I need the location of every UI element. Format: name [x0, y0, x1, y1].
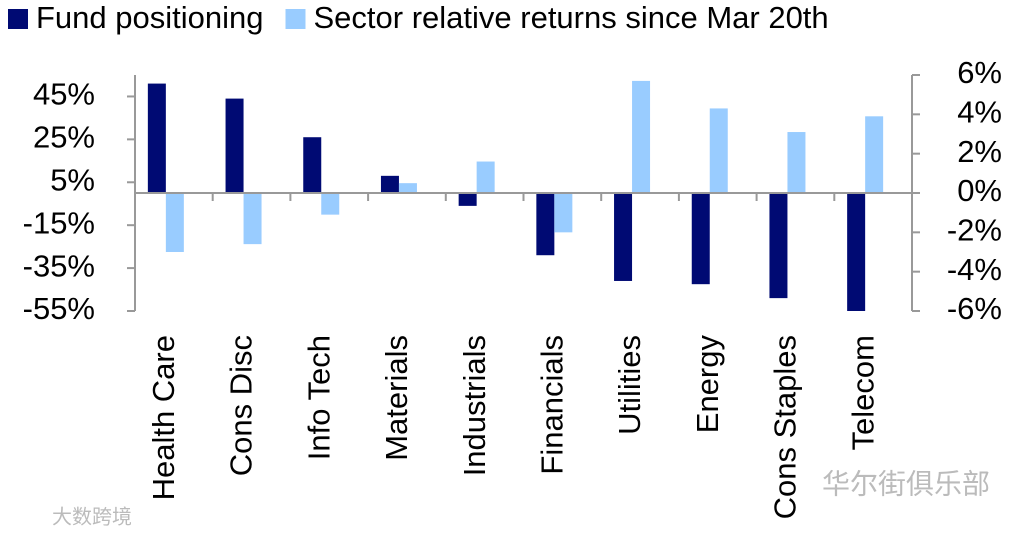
bar: [632, 80, 651, 193]
legend-swatch: [285, 9, 306, 29]
watermark: 大数跨境: [52, 505, 132, 528]
y2-tick-label: 2%: [957, 134, 1002, 169]
bar: [165, 193, 184, 252]
bar: [321, 193, 340, 215]
bar: [865, 116, 884, 193]
x-tick-label: Info Tech: [301, 335, 336, 460]
legend-label: Sector relative returns since Mar 20th: [314, 0, 829, 35]
y-tick-label: -15%: [23, 205, 95, 240]
bar: [709, 108, 728, 193]
bar: [398, 183, 417, 193]
y2-tick-label: 4%: [957, 95, 1002, 130]
x-tick-label: Cons Disc: [224, 335, 259, 476]
bar: [769, 193, 788, 299]
watermark: 华尔街俱乐部: [822, 468, 990, 499]
bar: [536, 193, 555, 256]
x-tick-label: Telecom: [845, 335, 880, 450]
bar: [243, 193, 262, 245]
y-tick-label: -55%: [23, 291, 95, 326]
y-tick-label: 45%: [33, 77, 95, 112]
x-tick-label: Health Care: [146, 335, 181, 500]
y-tick-label: 25%: [33, 120, 95, 155]
bar: [147, 83, 166, 193]
bar: [476, 161, 495, 193]
bar: [614, 193, 633, 281]
y2-tick-label: -4%: [947, 252, 1002, 287]
x-tick-label: Utilities: [612, 335, 647, 435]
bar: [691, 193, 710, 285]
x-tick-label: Financials: [535, 335, 570, 475]
x-tick-label: Cons Staples: [768, 335, 803, 519]
x-tick-label: Industrials: [457, 335, 492, 476]
bar: [225, 98, 244, 193]
y-tick-label: 5%: [50, 162, 95, 197]
y2-tick-label: 6%: [957, 55, 1002, 90]
bar: [554, 193, 573, 233]
y-tick-label: -35%: [23, 248, 95, 283]
bar: [380, 175, 399, 193]
y2-tick-label: -2%: [947, 213, 1002, 248]
y2-tick-label: -6%: [947, 291, 1002, 326]
x-tick-label: Energy: [690, 335, 725, 434]
y2-tick-label: 0%: [957, 173, 1002, 208]
bar: [787, 132, 806, 193]
x-tick-label: Materials: [379, 335, 414, 461]
legend-label: Fund positioning: [36, 0, 264, 35]
legend-swatch: [8, 9, 28, 29]
bar: [458, 193, 477, 206]
bar: [303, 137, 322, 193]
bar: [847, 193, 866, 311]
